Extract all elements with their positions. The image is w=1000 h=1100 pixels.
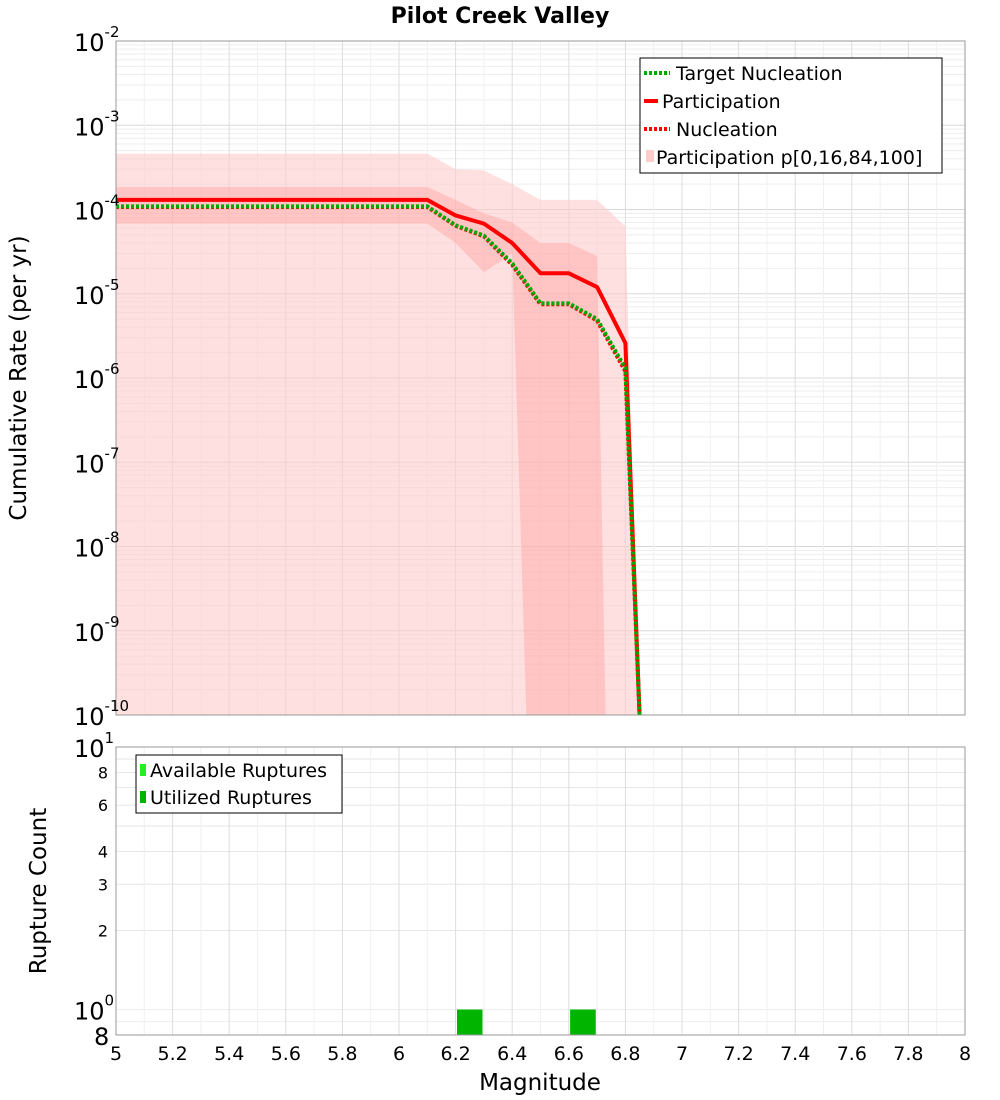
band-participation-p-0-100 [116,153,640,715]
x-tick-label: 6.6 [554,1043,584,1065]
bar-utilized-ruptures [457,1009,483,1035]
x-tick-label: 6.2 [440,1043,470,1065]
x-tick-label: 7.4 [780,1043,810,1065]
legend-swatch-available-ruptures [140,764,146,776]
legend-swatch-utilized-ruptures [140,791,146,803]
rate-y-tick-label: 10-7 [74,444,120,478]
rate-y-tick-label: 10-8 [74,529,120,563]
count-y-tick-label: 100 [74,992,114,1026]
count-y-tick-label: 8 [98,763,108,782]
legend-swatch-participation-bands [646,150,654,162]
count-plot-frame [115,746,966,1036]
legend-label-participation: Participation [662,91,781,113]
count-y-tick-label: 2 [98,922,108,941]
rate-y-axis-ticks: 10-10 10-9 10-8 10-7 10-6 10-5 10-4 10-3 10-2 [74,23,129,731]
legend-label-available-ruptures: Available Ruptures [150,760,327,782]
legend-label-participation-bands: Participation p[0,16,84,100] [656,147,922,169]
rate-y-tick-label: 10-6 [74,360,120,394]
x-tick-label: 6.4 [497,1043,527,1065]
count-y-tick-label: 3 [98,875,108,894]
rate-series-lines [116,197,642,716]
x-tick-label: 5.4 [214,1043,244,1065]
x-tick-label: 5.2 [157,1043,187,1065]
x-tick-label: 6.8 [610,1043,640,1065]
rate-legend: Target Nucleation Participation Nucleati… [639,57,943,174]
count-y-tick-label: 101 [74,729,114,763]
rate-y-tick-label: 10-4 [74,192,120,226]
rate-y-tick-label: 10-5 [74,276,120,310]
rate-y-axis-label: Cumulative Rate (per yr) [6,235,32,520]
rate-plot-frame [115,40,966,716]
magnitude-x-axis-ticks: 5 5.2 5.4 5.6 5.8 6 6.2 6.4 6.6 6.8 7 7.2 7.4 7.6 7.8 8 [110,1043,971,1065]
rate-legend-box [639,57,943,174]
bar-utilized-ruptures [570,1009,596,1035]
x-tick-label: 7 [676,1043,688,1065]
rate-y-tick-label: 10-3 [74,107,120,141]
count-y-axis-label: Rupture Count [26,808,52,974]
x-tick-label: 7.6 [837,1043,867,1065]
count-legend-box [135,754,343,814]
x-axis-label: Magnitude [479,1070,601,1096]
x-tick-label: 7.2 [723,1043,753,1065]
rate-y-tick-label: 10-9 [74,613,120,647]
x-tick-label: 6 [393,1043,405,1065]
legend-label-utilized-ruptures: Utilized Ruptures [150,787,312,809]
x-tick-label: 5.6 [271,1043,301,1065]
rate-y-tick-label: 10-10 [74,697,129,731]
count-y-tick-label: 4 [98,842,108,861]
count-y-tick-label: 6 [98,796,108,815]
participation-bands [116,153,640,715]
x-tick-label: 7.8 [893,1043,923,1065]
band-participation-p-16-84 [116,186,606,715]
count-legend: Available Ruptures Utilized Ruptures [135,754,343,814]
series-line-participation [116,197,642,716]
x-tick-label: 5.8 [327,1043,357,1065]
x-tick-label: 5 [110,1043,122,1065]
legend-label-target-nucleation: Target Nucleation [675,63,843,85]
chart-title: Pilot Creek Valley [391,4,610,29]
count-y-tick-label: 8 [94,1023,109,1051]
rate-plot: 10-10 10-9 10-8 10-7 10-6 10-5 10-4 10-3 10-2 Cu… [6,23,966,731]
legend-label-nucleation: Nucleation [676,119,778,141]
rupture-count-bars [457,1009,596,1035]
x-tick-label: 8 [959,1043,971,1065]
rate-y-tick-label: 10-2 [74,23,120,57]
